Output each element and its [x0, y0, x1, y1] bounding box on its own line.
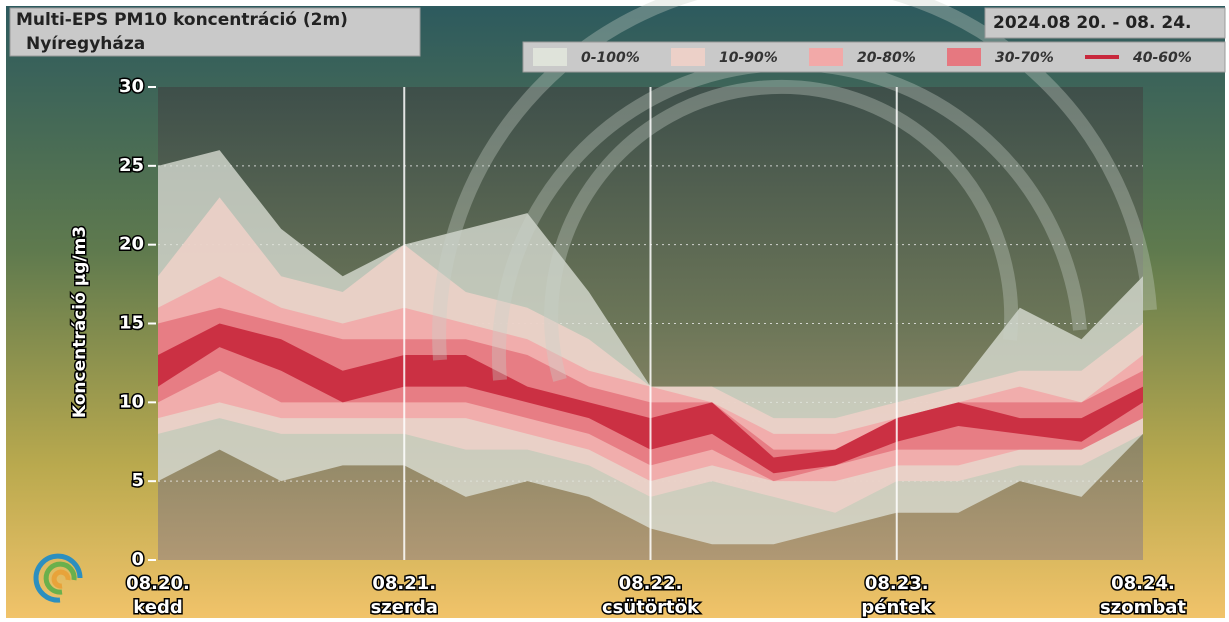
y-tick-label: 25 — [119, 155, 144, 176]
legend-label: 30-70% — [995, 50, 1054, 66]
x-tick-day: csütörtök — [602, 597, 700, 618]
legend-swatch — [947, 48, 981, 66]
chart-subtitle: Nyíregyháza — [26, 34, 145, 54]
legend-swatch — [671, 48, 705, 66]
x-tick-day: péntek — [861, 597, 933, 618]
x-tick-label: 08.22. — [619, 573, 683, 594]
legend-swatch — [533, 48, 567, 66]
y-tick-label: 0 — [131, 549, 144, 570]
y-tick-label: 10 — [119, 391, 144, 412]
x-tick-day: kedd — [133, 597, 182, 618]
x-tick-label: 08.20. — [126, 573, 190, 594]
legend-label: 20-80% — [857, 50, 916, 66]
date-box — [984, 7, 1226, 39]
legend-label: 0-100% — [581, 50, 640, 66]
title-box — [9, 7, 421, 57]
x-tick-label: 08.24. — [1111, 573, 1175, 594]
x-tick-day: szombat — [1100, 597, 1186, 618]
date-range: 2024.08 20. - 08. 24. — [993, 13, 1192, 33]
chart-title: Multi-EPS PM10 koncentráció (2m) — [16, 10, 348, 30]
x-tick-label: 08.23. — [865, 573, 929, 594]
logo — [33, 553, 83, 603]
y-tick-label: 20 — [119, 234, 144, 255]
y-tick-label: 5 — [131, 470, 144, 491]
x-tick-label: 08.21. — [372, 573, 436, 594]
x-tick-day: szerda — [371, 597, 438, 618]
y-axis-title: Koncentráció µg/m3 — [70, 226, 90, 418]
y-tick-label: 15 — [119, 313, 144, 334]
y-tick-label: 30 — [119, 76, 144, 97]
legend-swatch — [809, 48, 843, 66]
legend-label: 10-90% — [719, 50, 778, 66]
legend-label: 40-60% — [1132, 50, 1192, 66]
